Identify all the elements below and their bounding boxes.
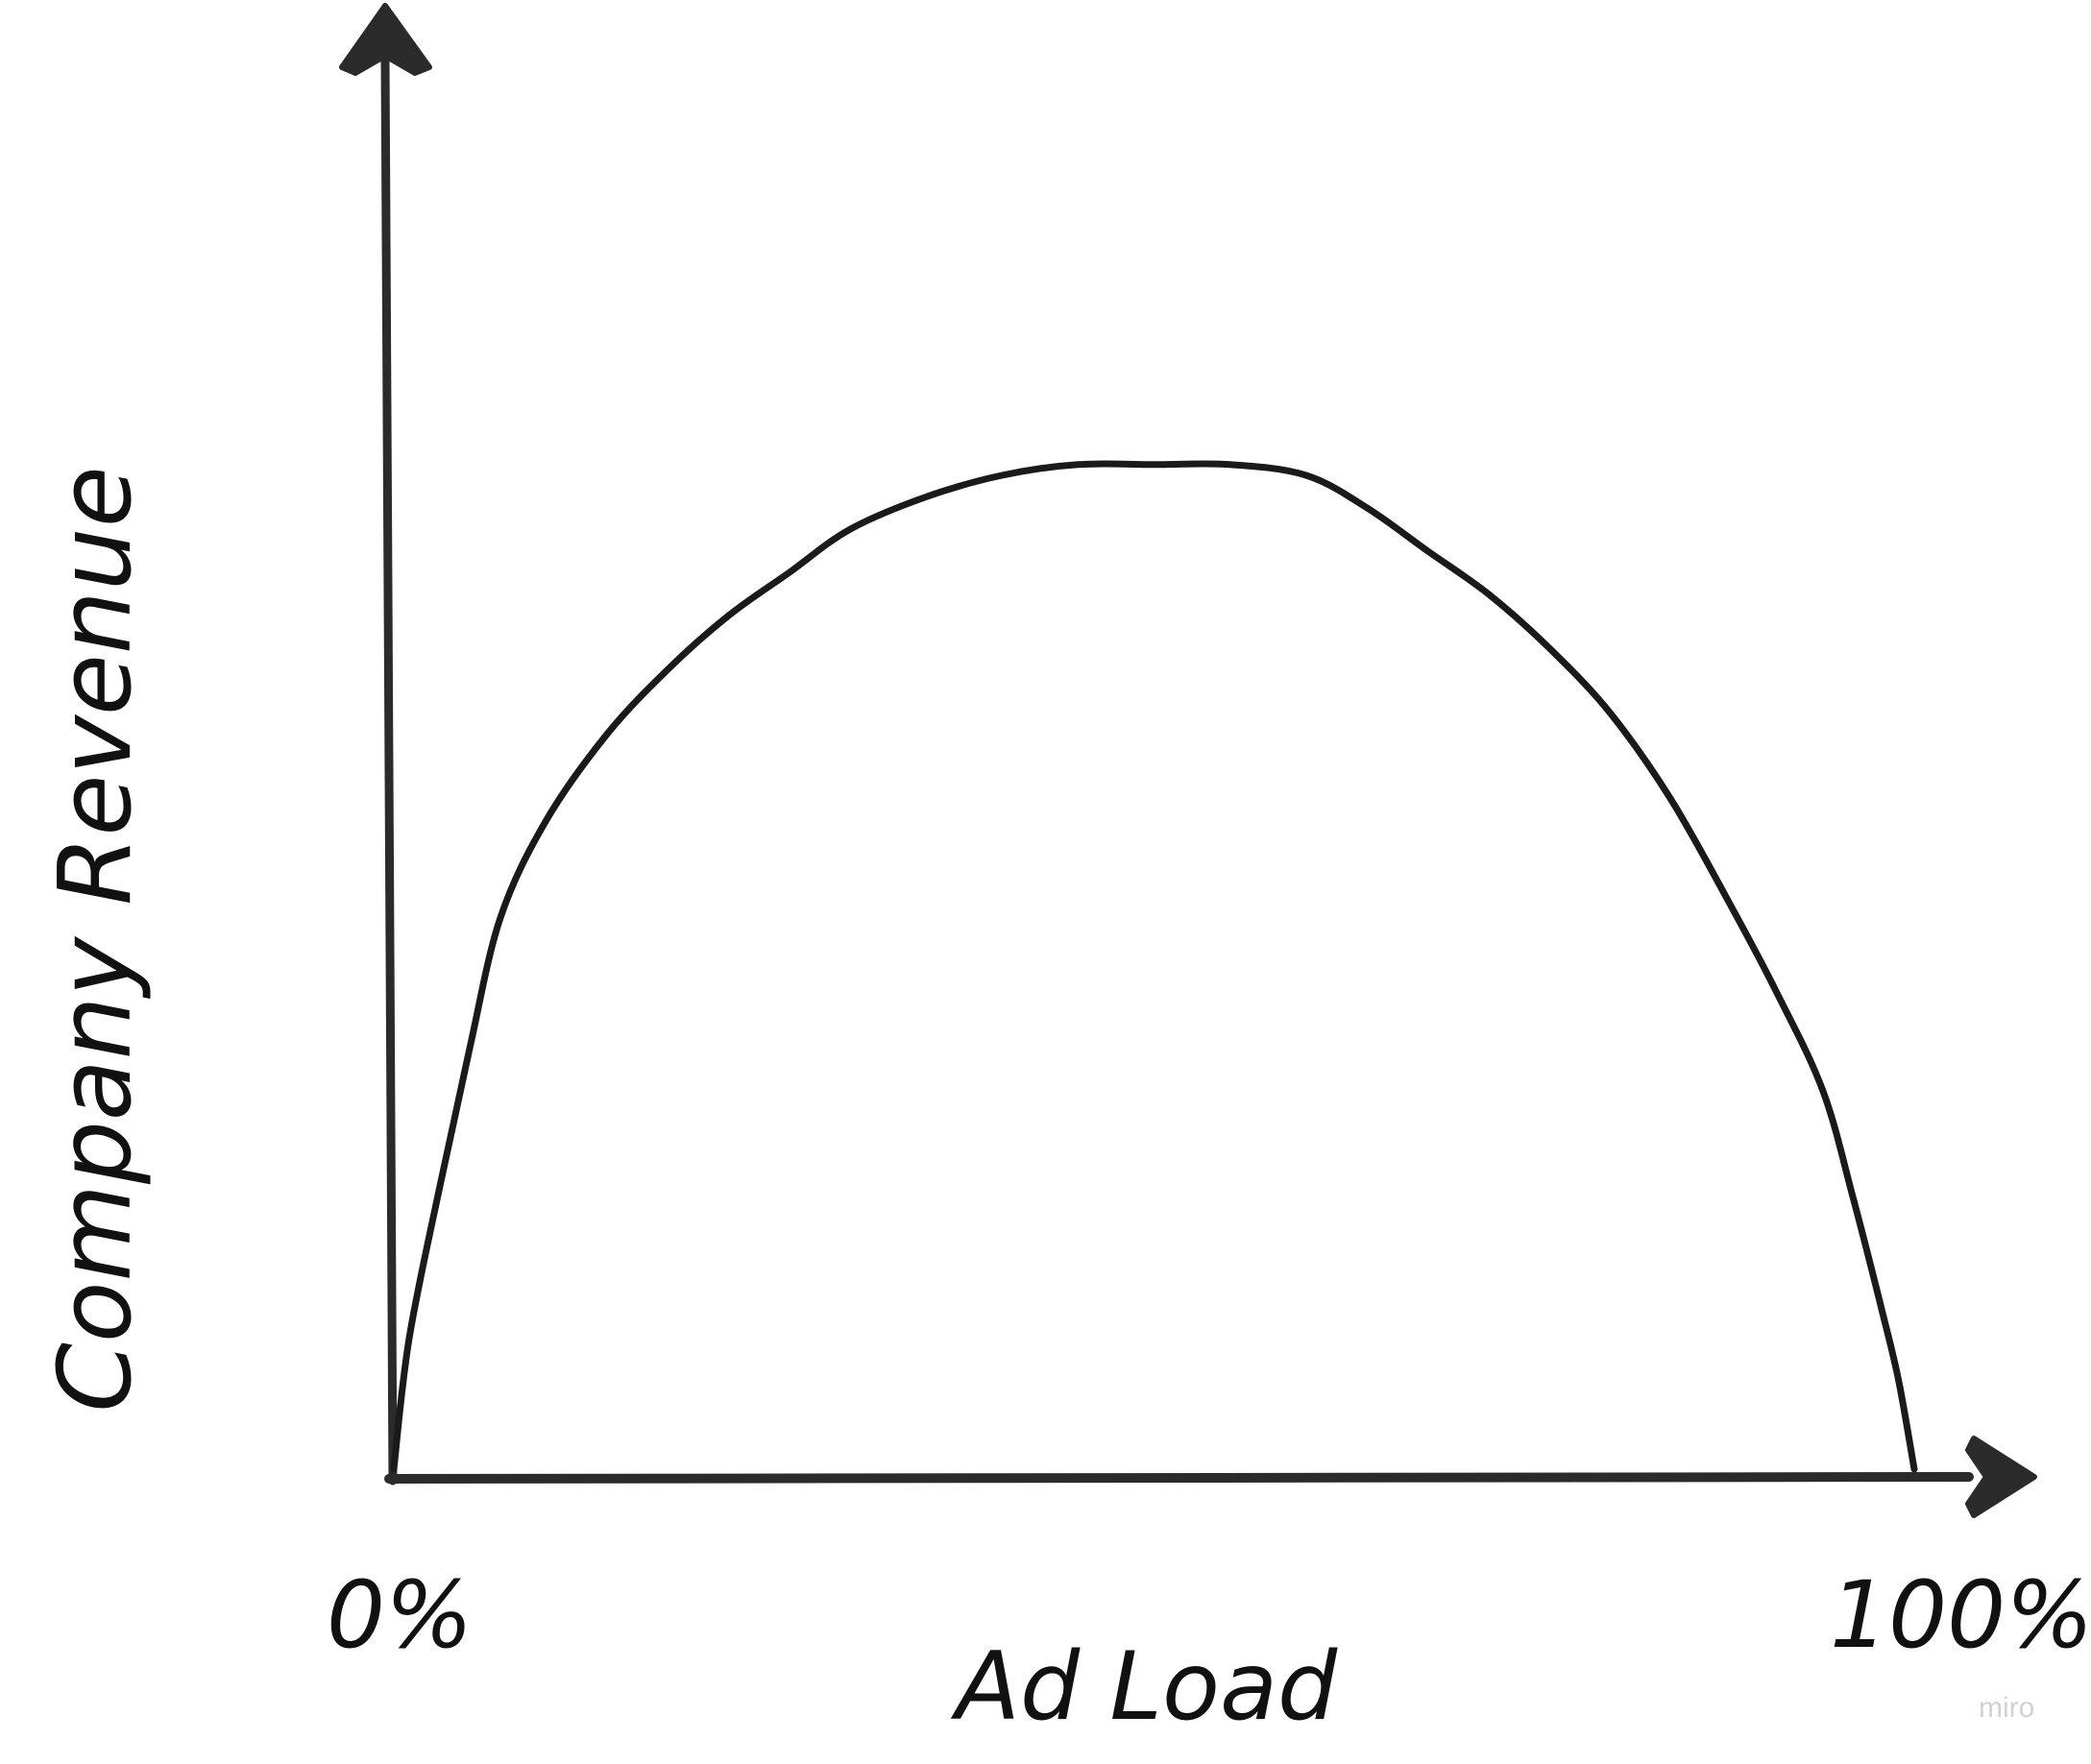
y-axis-label: Company Revenue <box>36 466 154 1412</box>
series-points <box>391 462 1917 1472</box>
x-tick-label-0: 0% <box>327 1561 473 1669</box>
watermark-logo: miro <box>1979 1692 2034 1724</box>
x-axis <box>384 1436 2037 1518</box>
x-tick-label-100: 100% <box>1830 1561 2091 1669</box>
y-axis-line <box>380 53 398 1486</box>
x-axis-label: Ad Load <box>950 1632 1338 1742</box>
x-axis-line <box>384 1472 1974 1484</box>
x-axis-arrowhead <box>1965 1436 2037 1518</box>
y-axis <box>339 3 432 1486</box>
series-line-revenue-curve <box>390 460 1918 1473</box>
y-axis-arrowhead <box>339 3 432 76</box>
